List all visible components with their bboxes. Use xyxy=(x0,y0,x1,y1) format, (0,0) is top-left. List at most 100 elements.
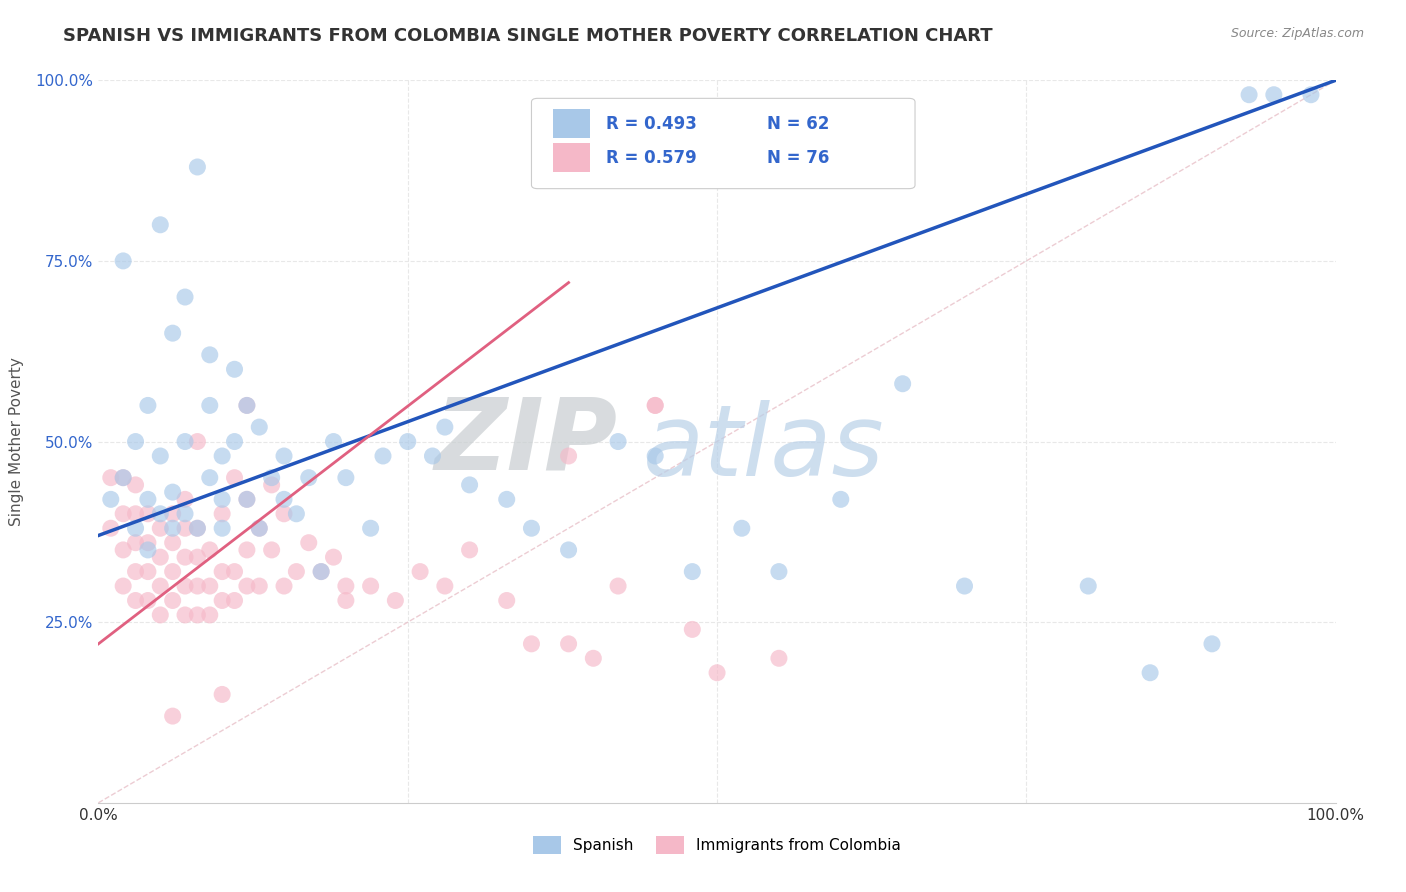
Point xyxy=(360,579,382,593)
Point xyxy=(149,449,172,463)
Point xyxy=(211,492,233,507)
Point xyxy=(1237,87,1260,102)
Y-axis label: Single Mother Poverty: Single Mother Poverty xyxy=(10,357,24,526)
Point xyxy=(273,492,295,507)
Bar xyxy=(553,143,589,172)
Point xyxy=(409,565,432,579)
Point xyxy=(124,478,146,492)
Point xyxy=(557,449,579,463)
Point xyxy=(112,253,135,268)
Point xyxy=(335,593,357,607)
Point xyxy=(607,434,630,449)
Point xyxy=(644,449,666,463)
FancyBboxPatch shape xyxy=(531,98,915,189)
Point xyxy=(162,593,184,607)
Point xyxy=(384,593,406,607)
Point xyxy=(1077,579,1099,593)
Point xyxy=(433,579,456,593)
Point xyxy=(149,550,172,565)
Point xyxy=(186,550,208,565)
Point xyxy=(224,434,246,449)
Point xyxy=(309,565,332,579)
Text: R = 0.493: R = 0.493 xyxy=(606,115,696,133)
Point xyxy=(322,434,344,449)
Point xyxy=(236,542,259,557)
Point xyxy=(768,651,790,665)
Point xyxy=(607,579,630,593)
Point xyxy=(174,434,197,449)
Point xyxy=(1139,665,1161,680)
Point xyxy=(285,507,308,521)
Point xyxy=(768,565,790,579)
Point xyxy=(211,565,233,579)
Point xyxy=(186,434,208,449)
Text: ZIP: ZIP xyxy=(434,393,619,490)
Point xyxy=(260,470,283,484)
Point xyxy=(224,593,246,607)
Point xyxy=(247,579,270,593)
Point xyxy=(396,434,419,449)
Point xyxy=(273,507,295,521)
Point xyxy=(162,521,184,535)
Legend: Spanish, Immigrants from Colombia: Spanish, Immigrants from Colombia xyxy=(527,830,907,860)
Point xyxy=(124,565,146,579)
Point xyxy=(298,470,321,484)
Point xyxy=(186,521,208,535)
Point xyxy=(186,521,208,535)
Point xyxy=(100,470,122,484)
Point xyxy=(422,449,444,463)
Point xyxy=(136,535,159,549)
Text: N = 76: N = 76 xyxy=(766,149,830,167)
Text: atlas: atlas xyxy=(643,401,884,497)
Point xyxy=(124,535,146,549)
Point xyxy=(458,478,481,492)
Point xyxy=(433,420,456,434)
Point xyxy=(136,398,159,412)
Point xyxy=(198,470,221,484)
Bar xyxy=(553,109,589,138)
Point xyxy=(224,362,246,376)
Point xyxy=(136,565,159,579)
Point xyxy=(174,521,197,535)
Point xyxy=(162,326,184,340)
Point xyxy=(322,550,344,565)
Point xyxy=(149,607,172,622)
Point xyxy=(149,521,172,535)
Point xyxy=(136,507,159,521)
Point xyxy=(124,507,146,521)
Point xyxy=(162,507,184,521)
Point xyxy=(211,507,233,521)
Point xyxy=(174,507,197,521)
Point xyxy=(162,485,184,500)
Point xyxy=(273,449,295,463)
Point xyxy=(1201,637,1223,651)
Text: R = 0.579: R = 0.579 xyxy=(606,149,696,167)
Point xyxy=(371,449,394,463)
Point xyxy=(731,521,754,535)
Point xyxy=(236,492,259,507)
Point xyxy=(1263,87,1285,102)
Point xyxy=(582,651,605,665)
Point xyxy=(260,478,283,492)
Text: SPANISH VS IMMIGRANTS FROM COLOMBIA SINGLE MOTHER POVERTY CORRELATION CHART: SPANISH VS IMMIGRANTS FROM COLOMBIA SING… xyxy=(63,27,993,45)
Point xyxy=(520,521,543,535)
Point xyxy=(149,507,172,521)
Point xyxy=(953,579,976,593)
Point xyxy=(644,398,666,412)
Point xyxy=(124,593,146,607)
Point xyxy=(112,542,135,557)
Point xyxy=(112,470,135,484)
Point xyxy=(162,709,184,723)
Point xyxy=(236,398,259,412)
Point xyxy=(1299,87,1322,102)
Point xyxy=(100,521,122,535)
Text: N = 62: N = 62 xyxy=(766,115,830,133)
Point xyxy=(247,521,270,535)
Point xyxy=(236,579,259,593)
Point xyxy=(198,398,221,412)
Point xyxy=(285,565,308,579)
Point xyxy=(495,593,517,607)
Point xyxy=(112,507,135,521)
Point xyxy=(186,160,208,174)
Point xyxy=(247,420,270,434)
